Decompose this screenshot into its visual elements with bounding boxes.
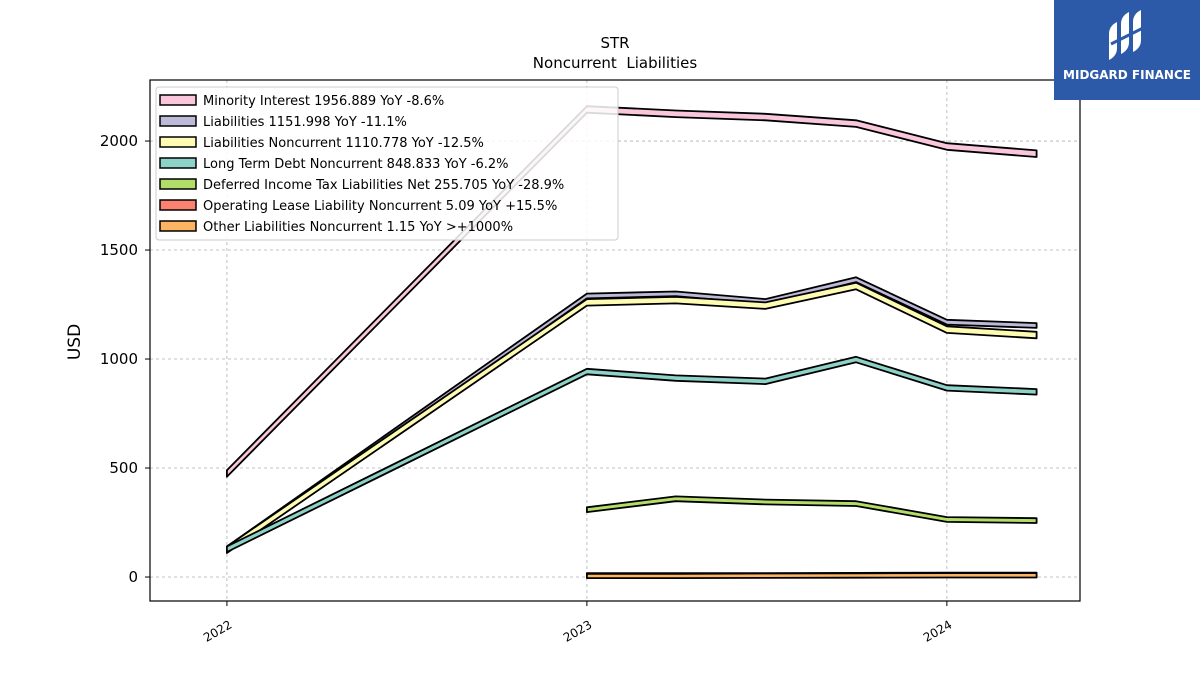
y-tick-label: 0 xyxy=(128,568,138,586)
y-tick-label: 1500 xyxy=(100,241,138,259)
legend-entry: Liabilities 1151.998 YoY -11.1% xyxy=(203,115,407,130)
legend-swatch xyxy=(159,115,197,127)
y-tick-label: 2000 xyxy=(100,132,138,150)
y-tick-label: 500 xyxy=(109,459,138,477)
legend-entry: Minority Interest 1956.889 YoY -8.6% xyxy=(203,94,444,109)
x-tick-label: 2023 xyxy=(561,617,594,644)
series-3-ribbon xyxy=(225,281,1038,554)
legend: Minority Interest 1956.889 YoY -8.6% Liab… xyxy=(155,86,619,241)
series-7-ribbon xyxy=(586,572,1038,579)
y-axis-label: USD xyxy=(65,324,85,360)
midgard-logo-icon xyxy=(1109,10,1144,60)
series-layer xyxy=(225,105,1038,579)
legend-entry: Deferred Income Tax Liabilities Net 255.… xyxy=(203,178,564,193)
legend-entry: Long Term Debt Noncurrent 848.833 YoY -6… xyxy=(203,157,509,172)
legend-swatch xyxy=(159,199,197,211)
legend-swatch xyxy=(159,220,197,232)
series-4-ribbon xyxy=(225,355,1038,553)
legend-entry: Other Liabilities Noncurrent 1.15 YoY >+… xyxy=(203,220,513,235)
legend-swatch xyxy=(159,157,197,169)
legend-box xyxy=(155,86,619,241)
series-5-ribbon xyxy=(586,495,1038,524)
logo-text: MIDGARD FINANCE xyxy=(1063,68,1191,82)
legend-entry: Liabilities Noncurrent 1110.778 YoY -12.… xyxy=(203,136,484,151)
midgard-finance-logo: MIDGARD FINANCE xyxy=(1054,0,1200,100)
y-tick-label: 1000 xyxy=(100,350,138,368)
x-tick-label: 2022 xyxy=(201,617,234,644)
x-tick-label: 2024 xyxy=(921,617,954,644)
legend-swatch xyxy=(159,94,197,106)
legend-swatch xyxy=(159,136,197,148)
chart-subtitle: Noncurrent Liabilities xyxy=(533,54,698,72)
legend-entry: Operating Lease Liability Noncurrent 5.0… xyxy=(203,199,557,214)
legend-swatch xyxy=(159,178,197,190)
chart-title: STR xyxy=(600,34,629,52)
plot-frame xyxy=(149,79,1081,602)
